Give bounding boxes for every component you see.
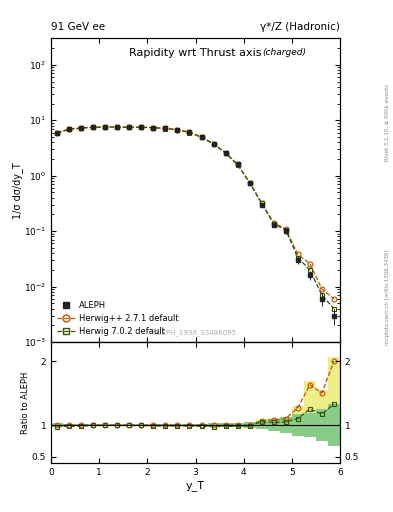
Legend: ALEPH, Herwig++ 2.7.1 default, Herwig 7.0.2 default: ALEPH, Herwig++ 2.7.1 default, Herwig 7.… — [53, 297, 182, 339]
Y-axis label: Ratio to ALEPH: Ratio to ALEPH — [22, 372, 31, 434]
Y-axis label: 1/σ dσ/dy_T: 1/σ dσ/dy_T — [12, 162, 22, 219]
Text: ALEPH_1996_S3486095: ALEPH_1996_S3486095 — [154, 329, 237, 336]
Text: mcplots.cern.ch [arXiv:1306.3436]: mcplots.cern.ch [arXiv:1306.3436] — [385, 249, 389, 345]
Text: 91 GeV ee: 91 GeV ee — [51, 22, 105, 32]
Text: Rapidity wrt Thrust axis: Rapidity wrt Thrust axis — [129, 48, 262, 57]
Text: γ*/Z (Hadronic): γ*/Z (Hadronic) — [260, 22, 340, 32]
X-axis label: y_T: y_T — [186, 480, 205, 491]
Text: (charged): (charged) — [262, 48, 306, 56]
Text: Rivet 3.1.10, ≥ 600k events: Rivet 3.1.10, ≥ 600k events — [385, 84, 389, 161]
